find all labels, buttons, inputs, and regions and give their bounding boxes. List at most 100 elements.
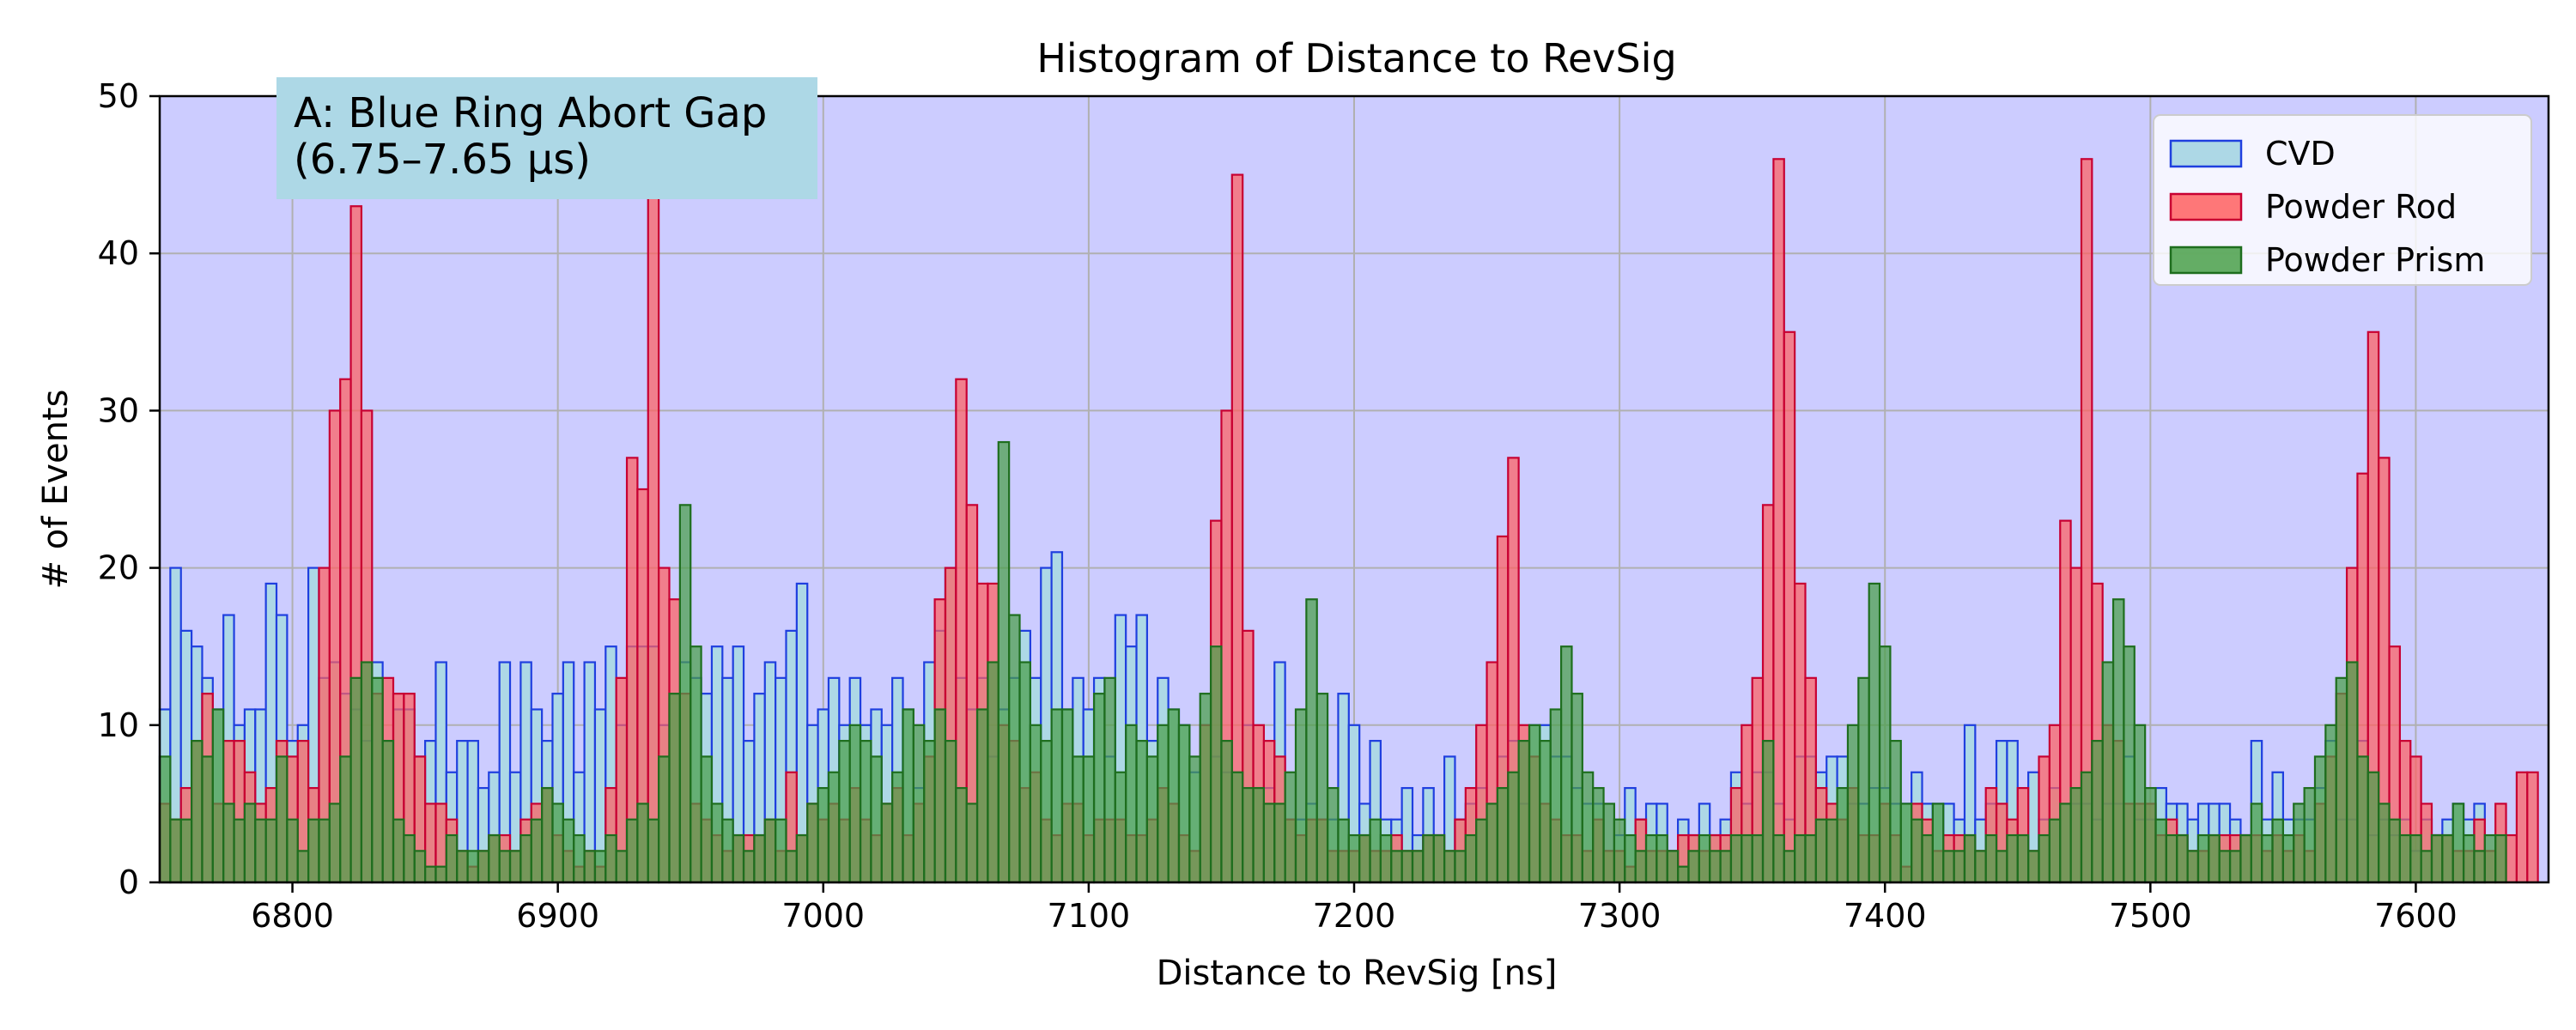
histogram-bar [1613, 818, 1626, 884]
histogram-bar [1592, 786, 1605, 884]
histogram-bar [1677, 865, 1690, 884]
histogram-bar [1794, 833, 1807, 884]
histogram-bar [2059, 803, 2072, 884]
histogram-bar [1135, 740, 1148, 884]
histogram-bar [488, 833, 501, 884]
histogram-bar [1358, 833, 1371, 884]
histogram-bar [2324, 724, 2337, 884]
histogram-bar [2281, 833, 2295, 884]
histogram-bar [1868, 582, 1881, 884]
histogram-bar [1931, 803, 1945, 884]
histogram-bar [1666, 850, 1680, 884]
legend-swatch [2169, 139, 2243, 168]
histogram-bar [2313, 755, 2327, 884]
x-tick-label: 7000 [781, 897, 865, 935]
histogram-bar [1315, 693, 1329, 884]
chart-title: Histogram of Distance to RevSig [1036, 35, 1676, 82]
histogram-bar [233, 818, 246, 884]
histogram-bar [1157, 724, 1170, 884]
histogram-bar [158, 755, 172, 884]
histogram-bar [2176, 833, 2189, 884]
histogram-bar [1029, 724, 1042, 884]
histogram-bar [1369, 818, 1382, 884]
histogram-bar [1644, 833, 1658, 884]
histogram-bar [987, 661, 999, 884]
histogram-bar [2091, 740, 2104, 884]
x-tick-label: 7600 [2374, 897, 2458, 935]
histogram-bar [658, 755, 671, 884]
histogram-bar [1889, 740, 1902, 884]
histogram-bar [615, 850, 629, 884]
histogram-bar [1432, 833, 1446, 884]
histogram-bar [2335, 676, 2348, 884]
histogram-bar [1911, 818, 1923, 884]
y-tick-label: 10 [98, 706, 139, 744]
histogram-bar [1783, 330, 1796, 884]
histogram-bar [636, 803, 649, 884]
histogram-bar [944, 740, 957, 884]
histogram-bar [1018, 661, 1031, 884]
histogram-bar [2111, 598, 2125, 884]
histogram-bar [2218, 850, 2232, 884]
histogram-bar [721, 818, 734, 884]
histogram-bar [1634, 850, 1648, 884]
histogram-bar [307, 818, 320, 884]
histogram-bar [318, 818, 331, 884]
x-axis-label: Distance to RevSig [ns] [1157, 954, 1558, 993]
histogram-bar [2409, 833, 2422, 884]
y-tick-label: 0 [118, 863, 139, 901]
histogram-bar [2366, 771, 2380, 884]
histogram-bar [2356, 755, 2369, 884]
histogram-bar [1517, 740, 1531, 884]
histogram-bar [169, 818, 182, 884]
histogram-bar [795, 833, 809, 884]
histogram-bar [785, 850, 798, 884]
legend-label: Powder Prism [2265, 241, 2485, 279]
histogram-bar [2144, 786, 2157, 884]
histogram-bar [625, 818, 639, 884]
histogram-bar [211, 708, 225, 884]
histogram-bar [1443, 850, 1456, 884]
annotation-line-1: A: Blue Ring Abort Gap [294, 89, 767, 137]
histogram-bar [1772, 833, 1785, 884]
histogram-bar [1783, 850, 1796, 884]
histogram-bar [2038, 833, 2050, 884]
histogram-bar [1729, 833, 1743, 884]
histogram-bar [2430, 833, 2444, 884]
histogram-bar [2101, 661, 2115, 884]
histogram-bar [583, 661, 597, 884]
histogram-bar [2080, 771, 2093, 884]
histogram-bar [1921, 833, 1934, 884]
histogram-bar [690, 645, 702, 884]
x-tick-label: 7200 [1313, 897, 1396, 935]
histogram-bar [1050, 708, 1064, 884]
histogram-bar [498, 850, 512, 884]
histogram-bar [2388, 818, 2401, 884]
x-tick-label: 6900 [516, 897, 599, 935]
histogram-bar [2515, 771, 2529, 884]
histogram-bar [2027, 850, 2040, 884]
legend-label: CVD [2265, 135, 2336, 173]
histogram-bar [1337, 818, 1350, 884]
histogram-bar [1060, 708, 1074, 884]
histogram-bar [1422, 833, 1435, 884]
histogram-bar [2165, 833, 2178, 884]
histogram-bar [1400, 850, 1414, 884]
histogram-bar [551, 803, 564, 884]
histogram-bar [2154, 818, 2167, 884]
histogram-bar [827, 771, 841, 884]
histogram-bar [1857, 676, 1870, 884]
histogram-bar [912, 724, 926, 884]
histogram-bar [562, 818, 575, 884]
histogram-bar [1326, 786, 1340, 884]
legend-frame [2153, 114, 2532, 286]
histogram-bar [339, 755, 352, 884]
legend-label: Powder Rod [2265, 188, 2457, 226]
histogram-bar [1252, 786, 1266, 884]
histogram-bar [859, 740, 872, 884]
histogram-bar [2239, 833, 2252, 884]
histogram-bar [541, 786, 554, 884]
histogram-bar [2441, 833, 2454, 884]
histogram-bar [965, 803, 979, 884]
histogram-bar [838, 740, 851, 884]
